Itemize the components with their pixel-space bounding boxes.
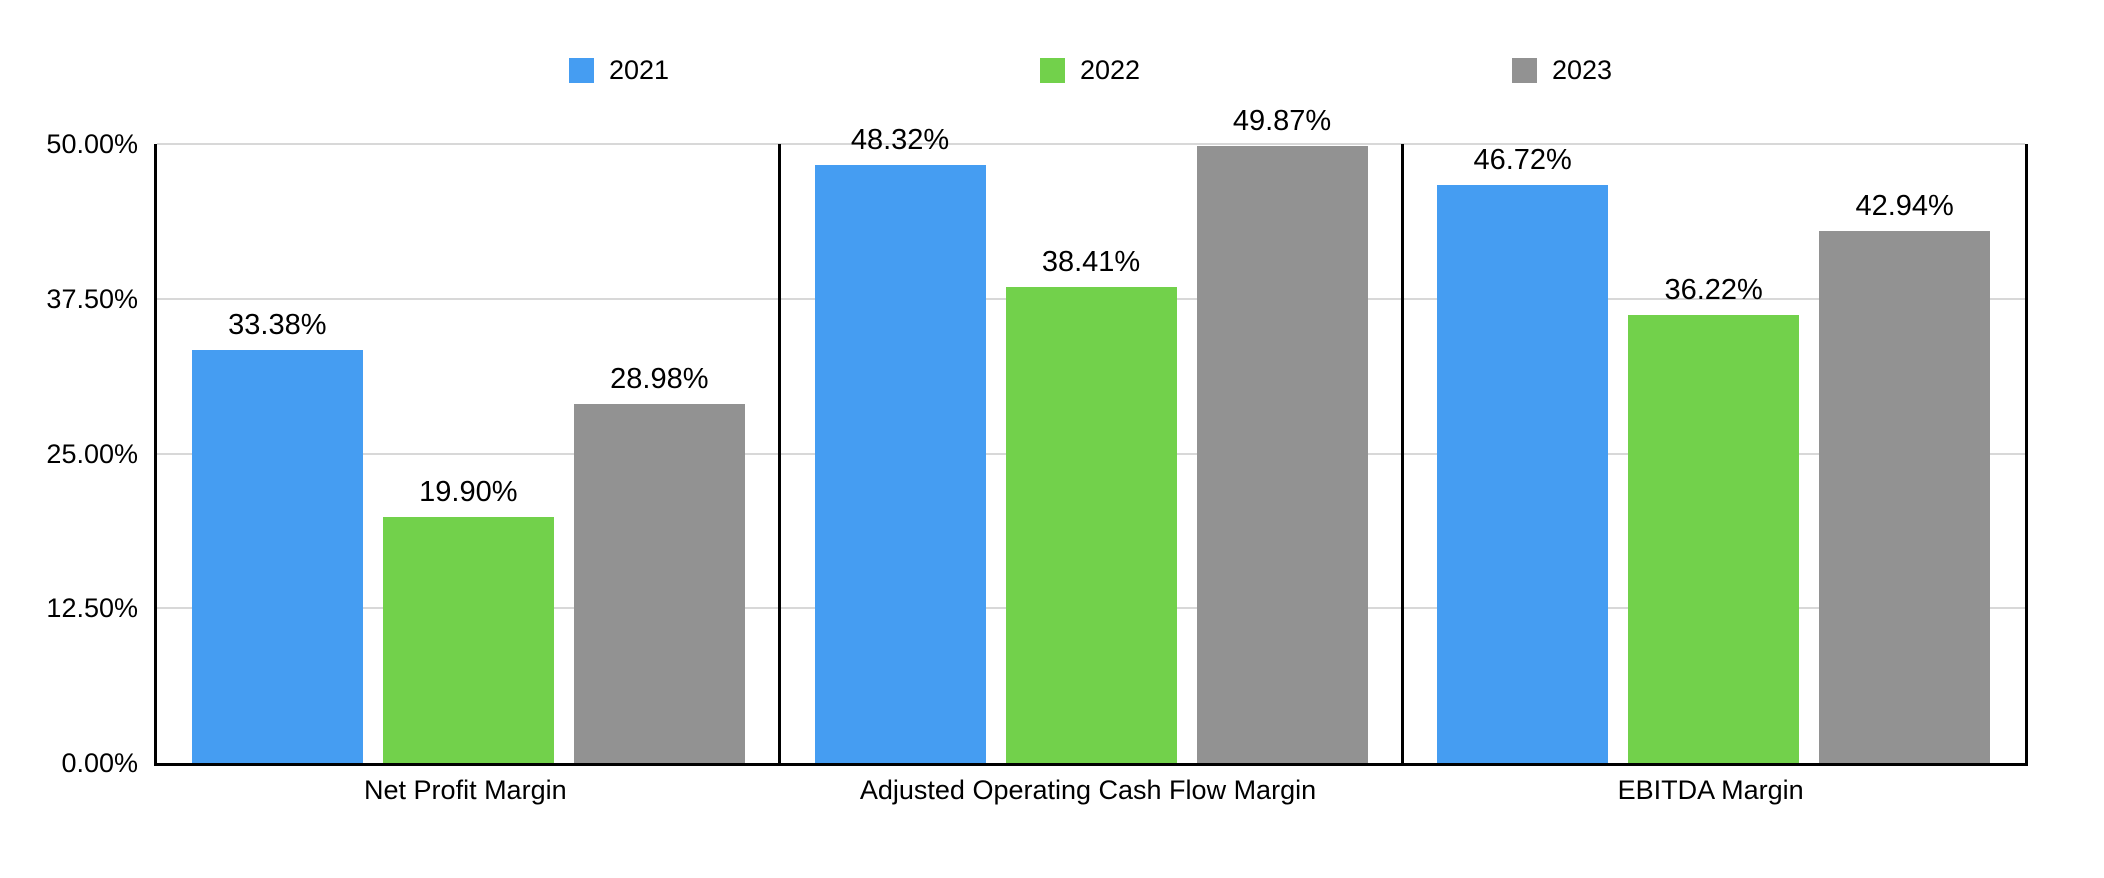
category-label: Adjusted Operating Cash Flow Margin (859, 775, 1317, 805)
bar-2023-net-profit-margin (573, 404, 745, 763)
gridline (157, 143, 2025, 145)
bar-value-label: 28.98% (610, 363, 709, 396)
bar-2023-ebitda-margin (1819, 231, 1991, 763)
bar-2022-net-profit-margin (382, 516, 554, 763)
y-axis-label: 37.50% (46, 283, 138, 314)
category-label: Net Profit Margin (364, 775, 567, 805)
legend-item-2023: 2023 (1512, 57, 1612, 84)
legend-swatch-2023 (1512, 58, 1537, 83)
bar-value-label: 33.38% (228, 308, 327, 341)
plot-area: 33.38% 19.90% 28.98% 48.32% 38.41% 49.87% 46.7… (154, 105, 2028, 766)
bar-2021-ebitda-margin (1437, 184, 1609, 763)
legend-label: 2021 (609, 55, 670, 85)
legend-swatch-2022 (1040, 58, 1065, 83)
legend-swatch-2021 (569, 58, 594, 83)
bar-2022-ebitda-margin (1628, 314, 1800, 763)
bar-2021-net-profit-margin (191, 349, 363, 763)
y-axis-label: 50.00% (46, 129, 138, 159)
bar-value-label: 38.41% (1041, 246, 1141, 279)
panel-divider (1400, 144, 1404, 763)
y-axis-label: 25.00% (46, 438, 138, 469)
bar-2022-adjusted-operating-cash-flow-margin (1005, 287, 1177, 763)
legend-item-2021: 2021 (569, 57, 669, 84)
bar-value-label: 46.72% (1473, 143, 1572, 176)
category-label: EBITDA Margin (1617, 775, 1804, 805)
bar-value-label: 19.90% (419, 475, 518, 508)
bar-2021-adjusted-operating-cash-flow-margin (814, 164, 986, 763)
y-axis-label: 12.50% (46, 593, 138, 624)
legend-label: 2022 (1080, 55, 1141, 85)
bar-value-label: 48.32% (850, 123, 950, 156)
y-axis-label: 0.00% (61, 748, 138, 778)
bar-2023-adjusted-operating-cash-flow-margin (1196, 145, 1368, 763)
bar-value-label: 36.22% (1664, 273, 1763, 306)
legend-item-2022: 2022 (1040, 57, 1140, 84)
bar-value-label: 49.87% (1232, 104, 1332, 137)
bar-value-label: 42.94% (1855, 190, 1954, 223)
legend-label: 2023 (1552, 55, 1613, 85)
panel-divider (778, 144, 782, 763)
